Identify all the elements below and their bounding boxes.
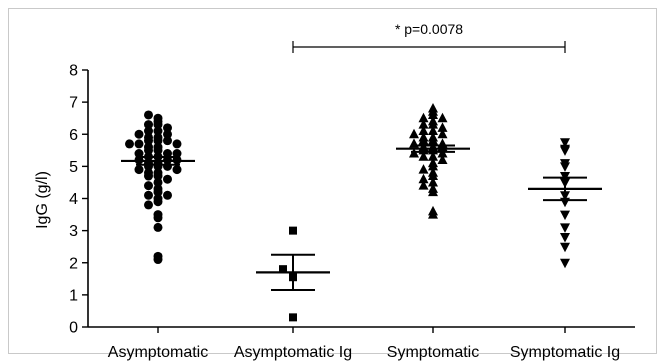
data-point-triangle-up bbox=[428, 125, 438, 136]
data-point-circle bbox=[153, 222, 163, 232]
data-point-triangle-down bbox=[560, 138, 570, 148]
data-point-circle bbox=[163, 136, 172, 146]
data-point-circle bbox=[153, 171, 163, 181]
data-point-triangle-down bbox=[560, 162, 570, 172]
data-marks bbox=[125, 103, 570, 322]
data-point-triangle-up bbox=[428, 135, 438, 145]
data-point-circle bbox=[134, 165, 144, 175]
data-point-triangle-up bbox=[437, 112, 448, 123]
data-point-triangle-down bbox=[560, 146, 570, 156]
data-point-triangle-down bbox=[560, 242, 570, 253]
axes: 0 1 2 3 4 5 6 7 8 Asymptomatic Asymptomatic Ig Symp… bbox=[69, 63, 635, 361]
data-point-triangle-down bbox=[560, 233, 570, 243]
y-tick-label: 5 bbox=[69, 159, 78, 176]
data-point-circle bbox=[144, 126, 153, 136]
data-point-circle bbox=[134, 139, 144, 149]
data-point-circle bbox=[172, 139, 182, 149]
data-point-circle bbox=[163, 174, 172, 184]
data-point-circle bbox=[172, 165, 182, 175]
data-point-circle bbox=[153, 187, 163, 197]
data-point-circle bbox=[134, 129, 144, 139]
data-point-circle bbox=[153, 145, 163, 155]
data-point-circle bbox=[144, 120, 153, 130]
data-point-circle bbox=[153, 136, 163, 146]
y-tick-label: 2 bbox=[69, 255, 78, 272]
data-point-circle bbox=[163, 161, 172, 171]
chart-frame bbox=[8, 8, 657, 354]
data-point-circle bbox=[153, 213, 163, 223]
data-point-triangle-down bbox=[560, 223, 570, 233]
data-point-triangle-down bbox=[560, 258, 570, 269]
data-point-circle bbox=[163, 123, 172, 133]
data-point-circle bbox=[153, 197, 163, 207]
data-point-circle bbox=[144, 110, 153, 120]
p-value-label: * p=0.0078 bbox=[395, 21, 463, 37]
data-point-square bbox=[289, 313, 297, 322]
data-point-circle bbox=[144, 200, 153, 210]
data-point-triangle-up bbox=[428, 119, 438, 129]
significance-annotation: * p=0.0078 bbox=[292, 21, 566, 53]
y-tick-label: 1 bbox=[69, 287, 78, 304]
data-point-triangle-up bbox=[418, 119, 429, 129]
data-point-circle bbox=[172, 149, 182, 159]
y-tick-label: 7 bbox=[69, 95, 78, 112]
data-point-triangle-up bbox=[428, 176, 438, 187]
x-tick-label: Symptomatic Ig bbox=[510, 344, 620, 361]
data-point-circle bbox=[134, 149, 144, 159]
data-point-circle bbox=[144, 190, 153, 200]
data-point-triangle-up bbox=[418, 112, 429, 123]
data-point-triangle-up bbox=[428, 109, 438, 119]
mean-sem-bars bbox=[121, 144, 602, 292]
data-point-square bbox=[289, 226, 297, 235]
data-point-triangle-up bbox=[428, 186, 438, 197]
y-axis-title: IgG (g/l) bbox=[34, 171, 51, 229]
data-point-circle bbox=[144, 171, 153, 181]
x-tick-label: Asymptomatic bbox=[108, 344, 208, 361]
y-tick-label: 3 bbox=[69, 223, 78, 240]
data-point-circle bbox=[125, 139, 134, 149]
data-point-triangle-up bbox=[437, 122, 448, 132]
data-point-triangle-up bbox=[437, 128, 448, 139]
data-point-triangle-up bbox=[428, 209, 438, 219]
data-point-triangle-up bbox=[437, 154, 448, 164]
data-point-triangle-up bbox=[418, 135, 429, 145]
data-point-triangle-up bbox=[428, 160, 438, 171]
y-tick-label: 8 bbox=[69, 63, 78, 80]
data-point-circle bbox=[144, 136, 153, 146]
data-point-circle bbox=[163, 190, 172, 200]
data-point-triangle-up bbox=[409, 128, 419, 139]
data-point-triangle-up bbox=[418, 125, 429, 136]
data-point-circle bbox=[144, 145, 153, 155]
data-point-triangle-up bbox=[418, 173, 429, 184]
data-point-triangle-down bbox=[560, 210, 570, 221]
data-point-triangle-up bbox=[428, 170, 438, 181]
y-tick-label: 6 bbox=[69, 127, 78, 144]
data-point-circle bbox=[153, 177, 163, 187]
x-tick-label: Symptomatic bbox=[387, 344, 479, 361]
y-tick-label: 4 bbox=[69, 191, 78, 208]
data-point-circle bbox=[153, 120, 163, 130]
data-point-circle bbox=[163, 149, 172, 159]
x-tick-label: Asymptomatic Ig bbox=[234, 344, 352, 361]
data-point-triangle-up bbox=[418, 151, 429, 161]
data-point-circle bbox=[144, 181, 153, 191]
data-point-circle bbox=[163, 129, 172, 139]
data-point-triangle-up bbox=[428, 151, 438, 161]
data-point-square bbox=[279, 265, 287, 274]
data-point-triangle-up bbox=[418, 164, 429, 174]
data-point-triangle-up bbox=[418, 180, 429, 190]
data-point-circle bbox=[153, 126, 163, 136]
data-point-circle bbox=[153, 255, 163, 265]
y-tick-label: 0 bbox=[69, 320, 78, 337]
